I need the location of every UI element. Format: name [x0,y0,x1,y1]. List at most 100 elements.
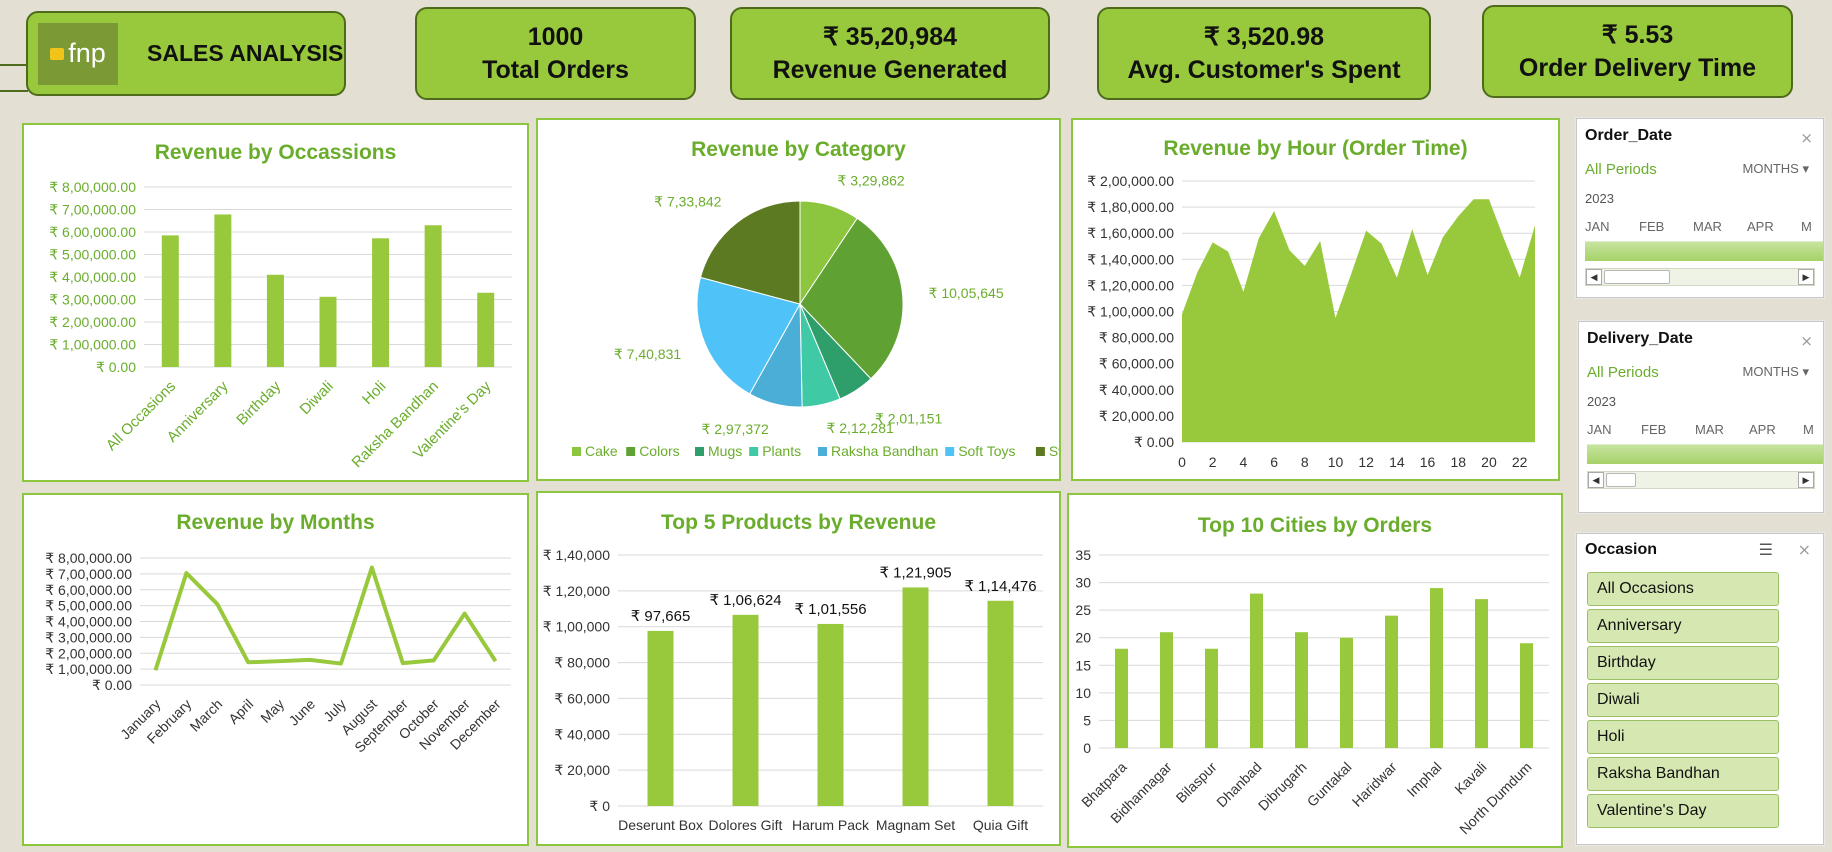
chart-months: ₹ 0.00₹ 1,00,000.00₹ 2,00,000.00₹ 3,00,0… [45,550,511,756]
area-series [1182,199,1535,442]
clear-filter-icon[interactable]: ⨯ [1797,542,1811,559]
clear-filter-icon[interactable]: ⨯ [1800,130,1813,147]
occasion-item[interactable]: Raksha Bandhan [1587,757,1779,791]
legend-label: Plants [762,443,801,459]
time-level-dropdown[interactable]: MONTHS ▾ [1743,161,1810,177]
y-tick-label: ₹ 60,000.00 [1099,356,1174,372]
x-tick-label: 10 [1328,454,1344,470]
timeline-selection-bar[interactable] [1587,444,1823,464]
year-label: 2023 [1585,191,1614,206]
timeline-selection-bar[interactable] [1585,241,1823,261]
x-tick-label: Quia Gift [973,817,1028,833]
scroll-thumb[interactable] [1606,473,1636,487]
y-tick-label: 15 [1075,657,1091,673]
kpi-delivery-time: ₹ 5.53 Order Delivery Time [1482,5,1793,98]
month-label: FEB [1639,219,1665,234]
x-tick-label: Birthday [233,377,284,428]
x-tick-label: 8 [1301,454,1309,470]
chart-cities: 05101520253035BhatparaBidhannagarBilaspu… [1075,547,1549,837]
y-tick-label: ₹ 0.00 [92,677,132,693]
multi-select-icon[interactable]: ☰ [1758,542,1773,559]
x-tick-label: 20 [1481,454,1497,470]
y-tick-label: ₹ 1,20,000 [543,583,611,599]
data-label: ₹ 1,06,624 [709,592,781,609]
all-periods-link[interactable]: All Periods [1587,364,1659,381]
timeline-scrollbar[interactable]: ◀ ▶ [1587,471,1815,489]
y-tick-label: 35 [1075,547,1091,563]
bar [1295,632,1308,748]
legend-label: Raksha Bandhan [831,443,938,459]
scroll-left-icon[interactable]: ◀ [1588,472,1604,488]
legend-label: Sweets [1049,443,1059,459]
y-tick-label: ₹ 60,000 [554,690,610,706]
data-label: ₹ 2,12,281 [826,420,894,436]
chart-title: Revenue by Months [176,511,375,534]
timeline-scrollbar[interactable]: ◀ ▶ [1585,268,1815,286]
slicer-occasion: Occasion ☰ ⨯ All Occasions Anniversary B… [1576,533,1824,845]
all-periods-link[interactable]: All Periods [1585,161,1657,178]
y-tick-label: ₹ 3,00,000.00 [49,292,136,308]
y-tick-label: ₹ 80,000.00 [1099,330,1174,346]
occasion-item[interactable]: All Occasions [1587,572,1779,606]
clear-filter-icon[interactable]: ⨯ [1800,333,1813,350]
bar [1340,637,1353,748]
legend-label: Colors [639,443,679,459]
y-tick-label: ₹ 0.00 [1134,434,1174,450]
scroll-right-icon[interactable]: ▶ [1798,472,1814,488]
chart-category: ₹ 3,29,862 ₹ 10,05,645 ₹ 2,01,151₹ 2,12,28… [572,173,1059,459]
occasion-item[interactable]: Birthday [1587,646,1779,680]
legend-swatch [818,447,827,456]
y-tick-label: ₹ 1,00,000 [543,619,611,635]
kpi-label: Avg. Customer's Spent [1127,55,1401,84]
y-tick-label: 5 [1083,712,1091,728]
data-label: ₹ 10,05,645 [929,285,1004,301]
panel-category: Revenue by Category ₹ 3,29,862 ₹ 10,05,64… [536,118,1061,481]
occasion-item[interactable]: Valentine's Day [1587,794,1779,828]
x-tick-label: Kavali [1451,759,1489,797]
bar [987,600,1014,806]
x-tick-label: 2 [1209,454,1217,470]
legend-label: Mugs [708,443,742,459]
y-tick-label: ₹ 4,00,000.00 [45,614,132,630]
occasion-item[interactable]: Anniversary [1587,609,1779,643]
panel-months: Revenue by Months ₹ 0.00 ₹ 1,00,000.00 ₹ 2… [22,493,529,846]
y-tick-label: ₹ 8,00,000.00 [49,179,136,195]
y-tick-label: ₹ 20,000.00 [1099,408,1174,424]
month-label: JAN [1585,219,1610,234]
chart-title: Revenue by Category [691,138,906,161]
slicer-delivery-date: Delivery_Date ⨯ All Periods MONTHS ▾ 202… [1578,321,1824,513]
y-tick-label: 0 [1083,740,1091,756]
bar [1385,615,1398,748]
kpi-label: Revenue Generated [772,55,1008,84]
connector-line-top [0,64,28,66]
occasion-item[interactable]: Holi [1587,720,1779,754]
data-label: ₹ 7,33,842 [654,194,722,210]
chart-title: Top 10 Cities by Orders [1197,514,1433,537]
y-tick-label: ₹ 1,20,000.00 [1087,277,1174,293]
panel-products: Top 5 Products by Revenue ₹ 0 ₹ 20,000 ₹ 4… [536,491,1061,846]
occasion-item[interactable]: Diwali [1587,683,1779,717]
x-tick-label: 6 [1270,454,1278,470]
y-tick-label: 10 [1075,685,1091,701]
slicer-title: Occasion [1585,541,1658,558]
x-tick-label: Dibrugarh [1255,759,1310,814]
time-level-dropdown[interactable]: MONTHS ▾ [1743,364,1810,380]
legend-swatch [695,447,704,456]
chart-title: Revenue by Hour (Order Time) [1163,137,1468,160]
data-label: ₹ 7,40,831 [614,346,682,362]
bar [424,225,442,367]
x-tick-label: Dolores Gift [709,817,783,833]
bar [161,235,179,367]
scroll-left-icon[interactable]: ◀ [1586,269,1602,285]
y-tick-label: ₹ 1,40,000.00 [1087,251,1174,267]
scroll-right-icon[interactable]: ▶ [1798,269,1814,285]
slicer-title: Delivery_Date [1587,330,1693,347]
y-tick-label: ₹ 0.00 [96,359,136,375]
data-label: ₹ 2,01,151 [875,411,943,427]
kpi-value: 1000 [527,23,584,51]
scroll-thumb[interactable] [1604,270,1670,284]
y-tick-label: ₹ 3,00,000.00 [45,629,132,645]
y-tick-label: ₹ 1,00,000.00 [45,661,132,677]
bar [732,614,759,806]
kpi-label: Order Delivery Time [1518,53,1757,82]
